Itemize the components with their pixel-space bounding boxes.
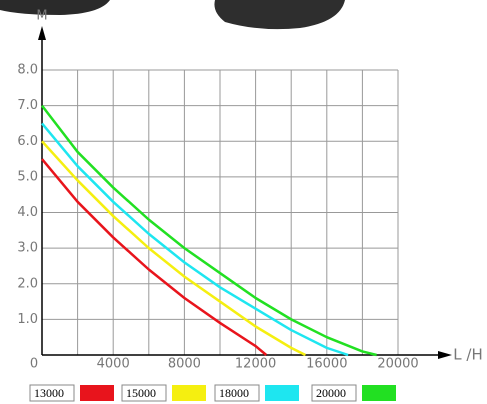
line: [41, 104, 377, 357]
y-tick-label: 2.0: [17, 276, 38, 291]
legend-swatch: [265, 385, 299, 401]
product-image: [214, 0, 345, 30]
legend-box: [29, 384, 75, 402]
legend-label: 20000: [316, 386, 346, 400]
x-axis-label: L /H: [453, 346, 482, 364]
line: [41, 122, 349, 357]
legend-swatch: [362, 385, 396, 401]
y-tick-label: 4.0: [17, 205, 38, 220]
line: [41, 140, 306, 357]
x-tick-label: 20000: [377, 357, 418, 372]
legend-swatch: [80, 385, 114, 401]
line: [41, 158, 268, 356]
x-tick-label: 4000: [97, 357, 130, 372]
y-tick-label: 7.0: [17, 98, 38, 113]
y-tick-label: 1.0: [17, 312, 38, 327]
x-tick-label: 0: [30, 357, 38, 372]
y-axis-label: M: [36, 9, 47, 24]
legend-box: [214, 384, 260, 402]
y-tick-label: 3.0: [17, 241, 38, 256]
legend-label: 15000: [126, 386, 156, 400]
y-axis-arrow: [38, 26, 46, 40]
legend-swatch: [172, 385, 206, 401]
legend-label: 13000: [34, 386, 64, 400]
y-tick-label: 8.0: [17, 63, 38, 78]
legend-box: [121, 384, 167, 402]
y-tick-label: 6.0: [17, 134, 38, 149]
x-axis-arrow: [438, 351, 452, 359]
x-tick-label: 8000: [168, 357, 201, 372]
x-tick-label: 12000: [235, 357, 276, 372]
legend-box: [311, 384, 357, 402]
y-tick-label: 5.0: [17, 169, 38, 184]
product-image: [0, 0, 110, 15]
legend-label: 18000: [219, 386, 249, 400]
x-tick-label: 16000: [306, 357, 347, 372]
